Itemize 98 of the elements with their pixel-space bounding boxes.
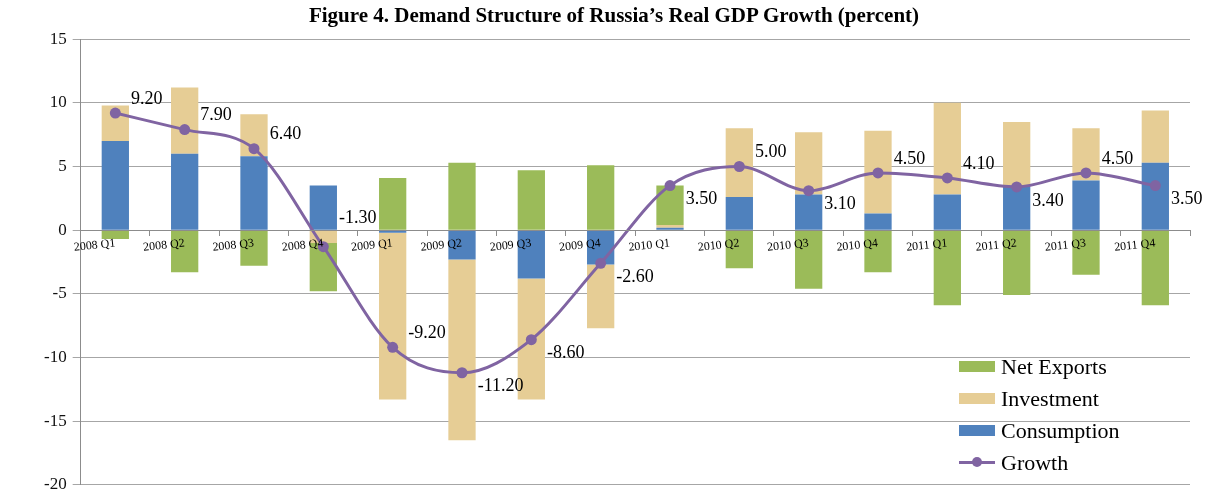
data-label: 3.50: [1170, 188, 1203, 209]
point: [248, 143, 260, 155]
point: [733, 161, 745, 173]
data-label: 6.40: [269, 123, 302, 144]
bar: [1072, 230, 1100, 275]
point: [1149, 180, 1161, 192]
x-tick-label: 2008 Q1: [73, 235, 116, 254]
point: [664, 180, 676, 192]
x-tick-label: 2009 Q4: [558, 235, 602, 254]
point: [941, 172, 953, 184]
x-tick-label: 2010 Q4: [835, 235, 879, 254]
point: [872, 167, 884, 179]
bar: [933, 102, 961, 195]
point: [1080, 167, 1092, 179]
bar: [795, 132, 823, 195]
data-label: 4.50: [893, 147, 926, 168]
x-tick-label: 2008 Q4: [281, 235, 324, 254]
x-tick-label: 2009 Q1: [350, 235, 394, 254]
bar: [864, 130, 892, 214]
x-tick-label: 2008 Q2: [142, 235, 186, 254]
bar: [240, 230, 268, 266]
x-tick-label: 2009 Q2: [419, 235, 463, 254]
y-tick-label: 15: [49, 28, 67, 48]
point: [179, 124, 191, 136]
bar: [240, 156, 268, 230]
y-tick-label: -10: [43, 346, 67, 366]
point: [387, 341, 399, 353]
data-label: 3.50: [685, 188, 718, 209]
x-tick-label: 2011 Q3: [1044, 235, 1087, 254]
y-tick-label: -15: [43, 410, 67, 430]
bar: [795, 194, 823, 230]
data-label: 3.40: [1032, 189, 1064, 210]
bar: [933, 194, 961, 230]
bar: [1003, 121, 1031, 187]
point: [456, 367, 468, 379]
data-label: -11.20: [477, 375, 524, 396]
bar: [379, 177, 407, 230]
legend-label: Growth: [1001, 449, 1069, 475]
y-tick-label: 0: [58, 219, 67, 239]
bar: [725, 128, 753, 198]
data-label: -1.30: [338, 206, 377, 227]
x-tick-label: 2011 Q4: [1113, 235, 1156, 254]
bar: [448, 162, 476, 230]
bar: [725, 230, 753, 269]
x-tick-label: 2010 Q3: [766, 235, 810, 254]
data-label: -9.20: [408, 322, 446, 343]
y-tick-label: -5: [52, 283, 67, 303]
bar: [1141, 230, 1169, 306]
legend-label: Consumption: [1001, 417, 1120, 443]
bar: [587, 264, 615, 329]
bar: [379, 230, 407, 233]
point: [595, 257, 607, 269]
bar: [795, 230, 823, 289]
bar: [517, 170, 545, 230]
bar: [171, 153, 199, 230]
y-tick-label: 5: [58, 155, 67, 175]
bar: [1141, 162, 1169, 230]
legend-label: Net Exports: [1001, 353, 1107, 379]
data-label: 5.00: [754, 141, 787, 162]
x-tick-label: 2010 Q2: [697, 235, 740, 254]
x-tick-label: 2008 Q3: [211, 235, 255, 254]
x-tick-label: 2010 Q1: [627, 235, 671, 254]
bar: [864, 213, 892, 230]
bar: [1003, 186, 1031, 230]
data-label: -2.60: [616, 266, 654, 287]
bar: [1003, 230, 1031, 296]
data-label: 7.90: [200, 104, 232, 125]
bar: [309, 185, 337, 230]
bar: [448, 259, 476, 441]
data-label: 9.20: [130, 87, 163, 108]
x-tick-label: 2009 Q3: [489, 235, 532, 254]
bar: [725, 197, 753, 230]
data-label: 4.10: [962, 152, 995, 173]
bar: [656, 185, 684, 226]
point: [1011, 181, 1023, 193]
point: [803, 185, 815, 197]
bar: [517, 230, 545, 279]
bar: [101, 230, 129, 240]
data-label: 3.10: [824, 193, 856, 214]
chart-title: Figure 4. Demand Structure of Russia’s Real GDP Growth (percent): [308, 3, 920, 28]
bar: [101, 141, 129, 230]
legend-label: Investment: [1001, 385, 1099, 411]
bar: [379, 232, 407, 400]
x-tick-label: 2011 Q2: [974, 235, 1018, 254]
bar: [864, 230, 892, 273]
bar: [171, 230, 199, 273]
bar: [1141, 110, 1169, 163]
point: [525, 334, 537, 346]
bar: [171, 87, 199, 154]
point: [109, 107, 121, 119]
x-tick-label: 2011 Q1: [905, 235, 948, 254]
data-label: -8.60: [546, 342, 585, 363]
bar: [933, 230, 961, 306]
y-tick-label: -20: [43, 474, 67, 494]
y-tick-label: 10: [49, 92, 67, 112]
bar: [1072, 180, 1100, 230]
bar: [587, 165, 615, 230]
data-label: 4.50: [1101, 147, 1134, 168]
